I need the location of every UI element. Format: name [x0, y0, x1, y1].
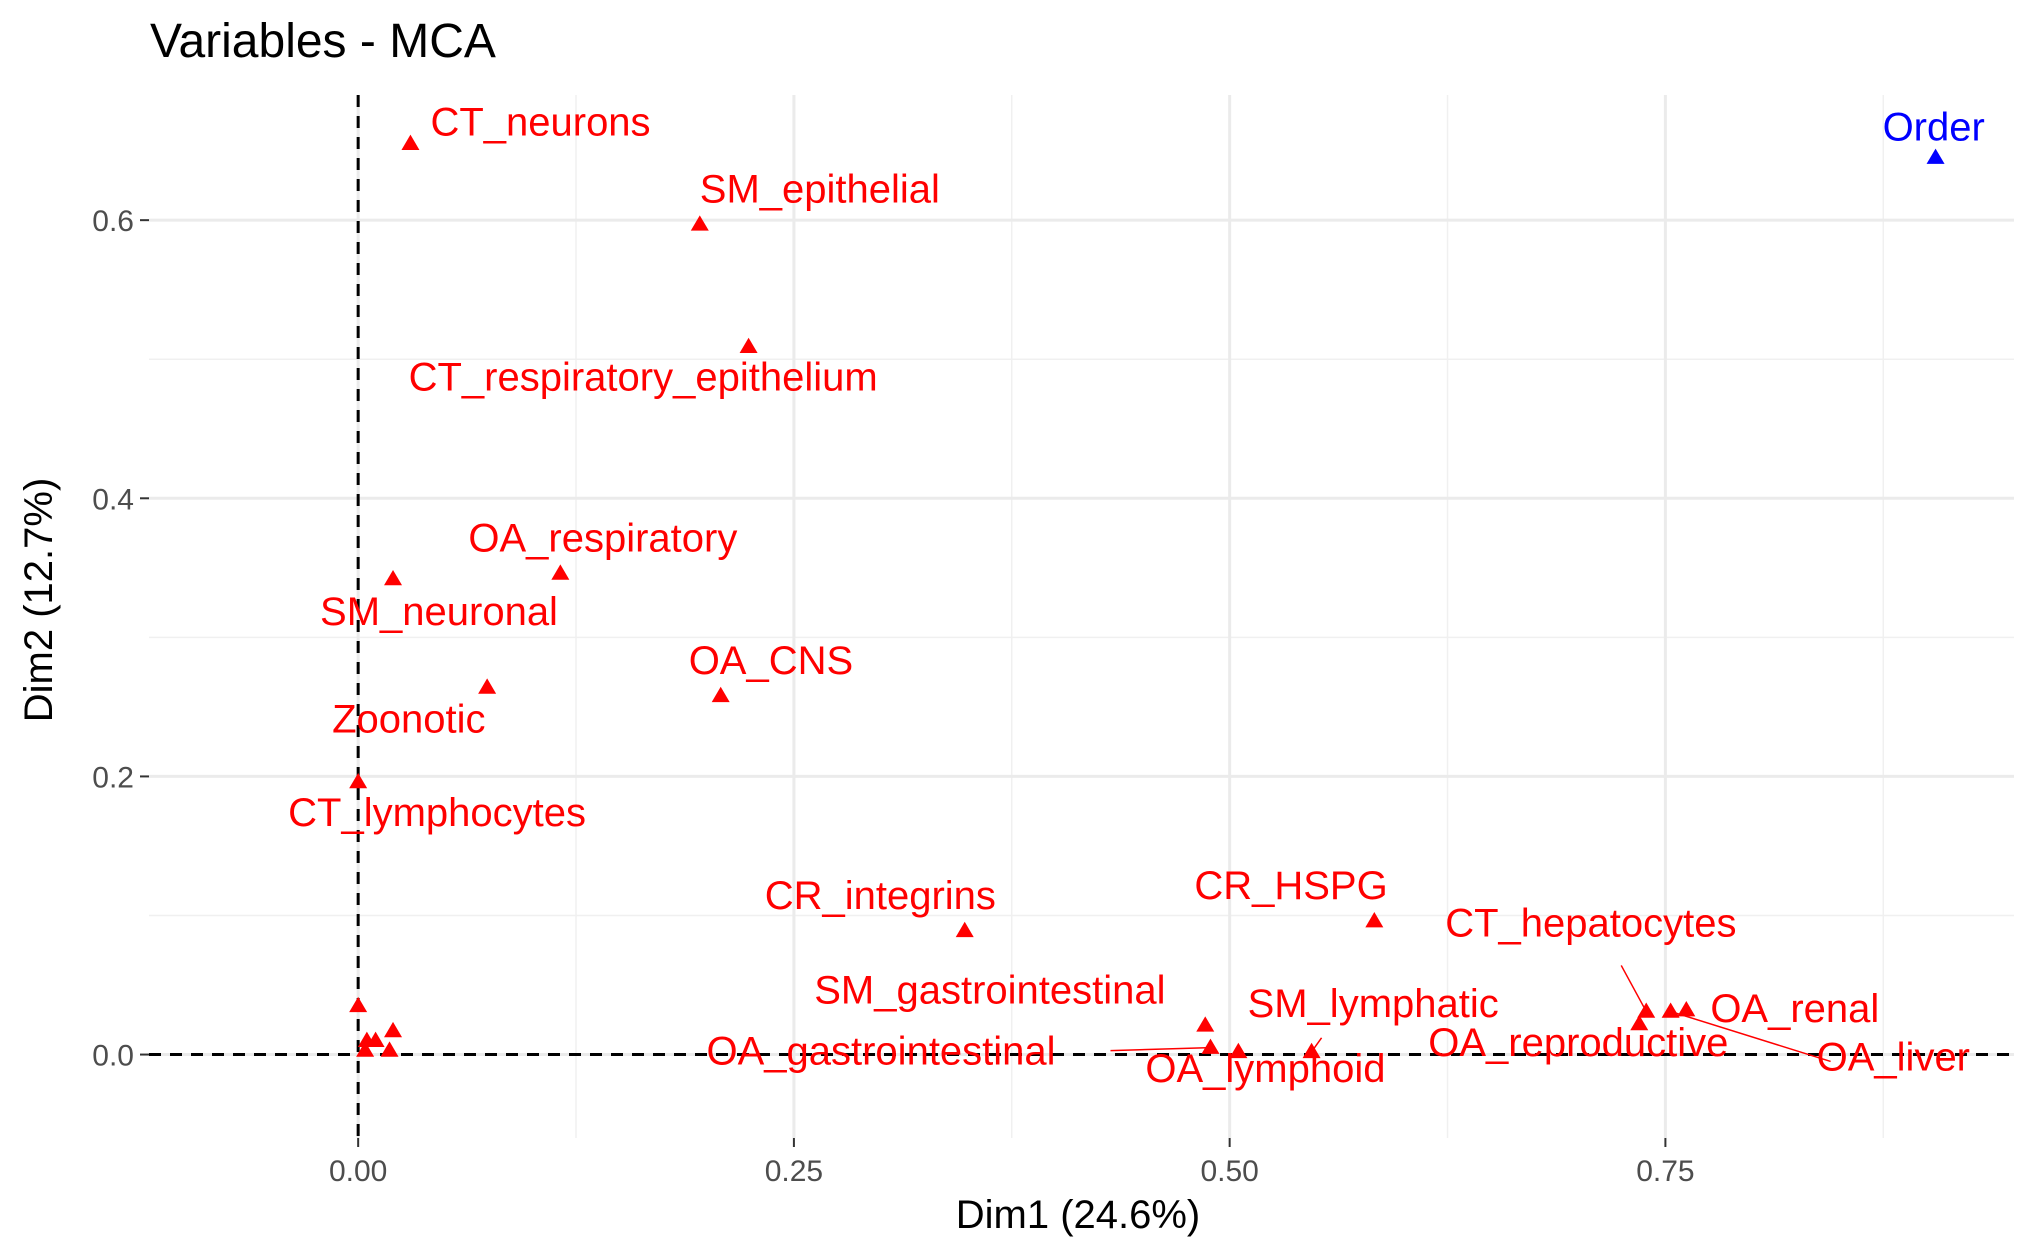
x-tick-label: 0.75: [1636, 1155, 1694, 1188]
point-marker-zoonotic: [478, 678, 497, 694]
point-label-oa-gastrointestinal: OA_gastrointestinal: [706, 1030, 1055, 1074]
point-marker-unlabeled-21: [366, 1031, 385, 1047]
point-marker-sm-neuronal: [384, 569, 403, 586]
x-tick-label: 0.50: [1200, 1155, 1258, 1188]
point-label-order: Order: [1883, 106, 1985, 150]
point-marker-ct-hepatocytes: [1637, 1002, 1656, 1018]
point-label-oa-liver: OA_liver: [1817, 1035, 1970, 1079]
y-tick-label: 0.6: [92, 205, 134, 238]
point-label-oa-renal: OA_renal: [1710, 987, 1879, 1031]
leader-line-ct-hepatocytes: [1620, 965, 1647, 1012]
point-label-sm-neuronal: SM_neuronal: [320, 590, 558, 634]
point-marker-sm-epithelial: [690, 215, 709, 231]
leader-line-oa-gastrointestinal: [1110, 1046, 1211, 1052]
point-label-ct-neurons: CT_neurons: [430, 101, 650, 145]
point-label-cr-hspg: CR_HSPG: [1194, 864, 1387, 908]
point-marker-unlabeled-22: [356, 1041, 375, 1057]
x-tick-label: 0.25: [765, 1155, 823, 1188]
point-label-zoonotic: Zoonotic: [332, 697, 485, 741]
point-label-ct-lymphocytes: CT_lymphocytes: [288, 791, 586, 835]
point-label-oa-cns: OA_CNS: [689, 639, 854, 683]
point-marker-oa-respiratory: [551, 564, 570, 580]
point-marker-ct-neurons: [401, 134, 420, 150]
point-marker-unlabeled-23: [380, 1041, 399, 1057]
point-marker-ct-lymphocytes: [349, 772, 368, 789]
point-label-oa-reproductive: OA_reproductive: [1428, 1021, 1728, 1065]
x-axis-title: Dim1 (24.6%): [956, 1193, 1201, 1237]
chart-title: Variables - MCA: [150, 15, 496, 68]
minor-gridlines: [149, 95, 2014, 1138]
point-marker-oa-liver: [1661, 1002, 1680, 1018]
point-label-oa-lymphoid: OA_lymphoid: [1145, 1047, 1385, 1091]
point-marker-oa-reproductive: [1630, 1014, 1649, 1031]
point-marker-ct-respiratory-epithelium: [739, 337, 758, 354]
point-marker-unlabeled-24: [384, 1021, 403, 1038]
y-tick-label: 0.4: [92, 483, 134, 516]
y-axis: 0.0 0.2 0.4 0.6: [92, 205, 149, 1073]
point-label-oa-respiratory: OA_respiratory: [468, 516, 737, 560]
reference-lines: [149, 95, 2014, 1138]
y-tick-label: 0.2: [92, 761, 134, 794]
point-marker-oa-cns: [711, 686, 730, 703]
point-marker-oa-renal: [1677, 1001, 1696, 1017]
point-marker-sm-lymphatic: [1302, 1042, 1321, 1059]
point-label-ct-hepatocytes: CT_hepatocytes: [1445, 901, 1736, 945]
point-marker-unlabeled-19: [349, 996, 368, 1013]
y-tick-label: 0.0: [92, 1040, 134, 1073]
point-label-sm-lymphatic: SM_lymphatic: [1248, 982, 1499, 1026]
point-marker-oa-gastrointestinal: [1201, 1038, 1220, 1054]
point-marker-cr-integrins: [955, 921, 974, 938]
point-label-sm-epithelial: SM_epithelial: [700, 167, 940, 211]
point-label-sm-gastrointestinal: SM_gastrointestinal: [814, 968, 1165, 1012]
point-marker-oa-lymphoid: [1229, 1042, 1248, 1059]
point-marker-cr-hspg: [1365, 912, 1384, 928]
point-marker-order: [1926, 148, 1945, 164]
point-labels: CT_neurons SM_epithelial CT_respiratory_ep…: [288, 101, 1985, 1091]
y-axis-title: Dim2 (12.7%): [17, 478, 61, 723]
x-axis: 0.00 0.25 0.50 0.75: [329, 1138, 1695, 1188]
point-marker-sm-gastrointestinal: [1196, 1016, 1215, 1032]
data-points: [349, 134, 1945, 1059]
x-tick-label: 0.00: [329, 1155, 387, 1188]
point-label-ct-respiratory-epithelium: CT_respiratory_epithelium: [409, 356, 878, 400]
point-label-cr-integrins: CR_integrins: [765, 874, 996, 918]
leader-line-oa-liver: [1670, 1010, 1831, 1063]
